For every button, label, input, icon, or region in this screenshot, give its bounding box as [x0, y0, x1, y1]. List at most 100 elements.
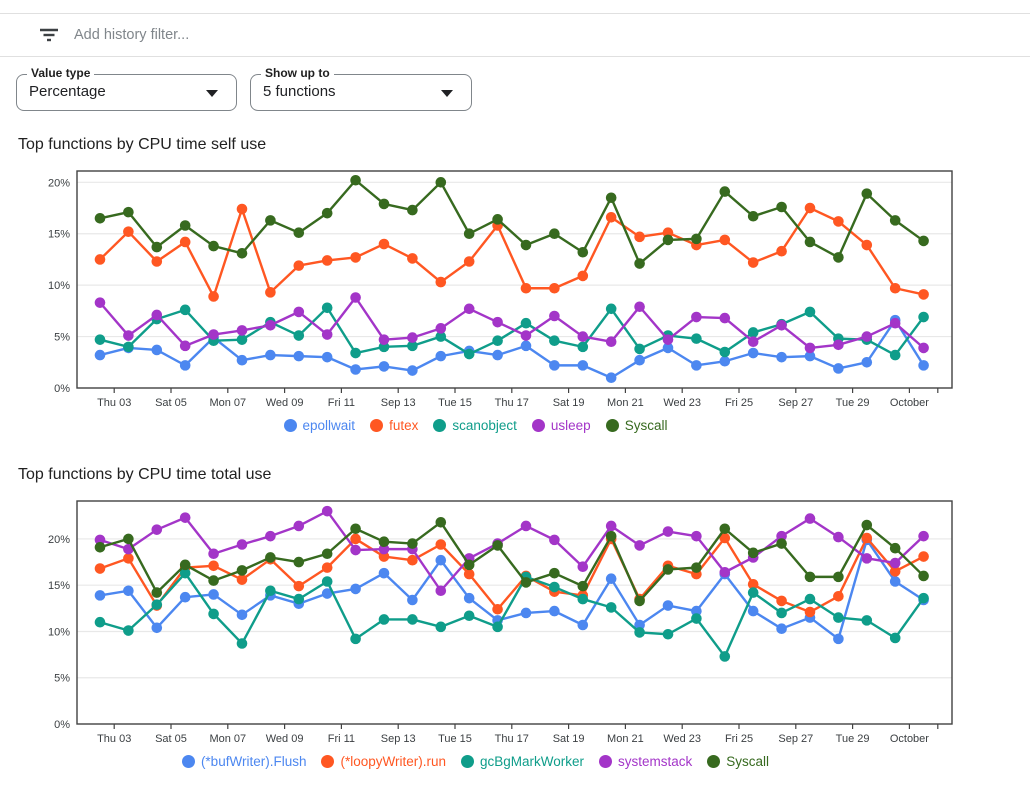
data-point[interactable] — [719, 566, 731, 578]
data-point[interactable] — [236, 354, 248, 366]
data-point[interactable] — [350, 544, 361, 556]
data-point[interactable] — [747, 587, 759, 598]
data-point[interactable] — [236, 574, 248, 585]
data-point[interactable] — [435, 539, 447, 550]
data-point[interactable] — [833, 591, 844, 602]
data-point[interactable] — [776, 530, 787, 542]
data-point[interactable] — [833, 633, 844, 645]
data-point[interactable] — [804, 571, 816, 583]
show-up-to-select[interactable]: Show up to 5 functions — [250, 66, 472, 111]
data-point[interactable] — [151, 256, 163, 267]
data-point[interactable] — [776, 245, 787, 257]
data-point[interactable] — [520, 340, 532, 352]
data-point[interactable] — [861, 356, 873, 368]
data-point[interactable] — [293, 260, 305, 271]
data-point[interactable] — [435, 516, 447, 528]
data-point[interactable] — [861, 553, 873, 564]
data-point[interactable] — [577, 246, 589, 258]
data-point[interactable] — [123, 585, 134, 597]
data-point[interactable] — [350, 292, 361, 303]
data-point[interactable] — [918, 592, 929, 604]
data-point[interactable] — [179, 340, 191, 352]
data-point[interactable] — [691, 233, 702, 245]
data-point[interactable] — [520, 239, 532, 251]
data-point[interactable] — [719, 532, 731, 544]
data-point[interactable] — [151, 622, 163, 634]
data-point[interactable] — [265, 585, 276, 597]
data-point[interactable] — [549, 534, 560, 546]
data-point[interactable] — [577, 580, 589, 592]
data-point[interactable] — [605, 602, 617, 613]
data-point[interactable] — [321, 505, 333, 517]
data-point[interactable] — [151, 309, 163, 321]
data-point[interactable] — [492, 316, 503, 328]
data-point[interactable] — [804, 306, 816, 318]
data-point[interactable] — [691, 613, 702, 624]
data-point[interactable] — [293, 330, 305, 341]
data-point[interactable] — [549, 567, 560, 579]
data-point[interactable] — [236, 203, 248, 215]
data-point[interactable] — [747, 327, 759, 338]
data-point[interactable] — [179, 304, 191, 316]
data-point[interactable] — [350, 364, 361, 375]
data-point[interactable] — [179, 236, 191, 248]
data-point[interactable] — [549, 605, 560, 617]
data-point[interactable] — [918, 235, 929, 247]
data-point[interactable] — [889, 632, 901, 644]
data-point[interactable] — [918, 551, 929, 562]
data-point[interactable] — [634, 301, 645, 313]
data-point[interactable] — [691, 333, 702, 344]
data-point[interactable] — [889, 576, 901, 587]
data-point[interactable] — [549, 335, 560, 346]
data-point[interactable] — [861, 239, 873, 251]
data-point[interactable] — [605, 303, 617, 315]
data-point[interactable] — [293, 520, 305, 532]
data-point[interactable] — [662, 334, 674, 345]
data-point[interactable] — [463, 568, 475, 580]
data-point[interactable] — [747, 257, 759, 268]
data-point[interactable] — [577, 341, 589, 353]
data-point[interactable] — [662, 564, 674, 575]
data-point[interactable] — [151, 599, 163, 610]
data-point[interactable] — [350, 347, 361, 359]
data-point[interactable] — [776, 607, 787, 619]
data-point[interactable] — [236, 334, 248, 345]
data-point[interactable] — [549, 228, 560, 240]
data-point[interactable] — [151, 524, 163, 535]
data-point[interactable] — [719, 651, 731, 662]
data-point[interactable] — [265, 552, 276, 563]
data-point[interactable] — [321, 329, 333, 340]
data-point[interactable] — [747, 547, 759, 559]
data-point[interactable] — [378, 334, 390, 345]
data-point[interactable] — [208, 575, 219, 586]
data-point[interactable] — [123, 341, 134, 353]
data-point[interactable] — [719, 186, 731, 197]
data-point[interactable] — [463, 348, 475, 360]
data-point[interactable] — [577, 619, 589, 631]
data-point[interactable] — [94, 590, 106, 601]
data-point[interactable] — [321, 207, 333, 219]
data-point[interactable] — [265, 530, 276, 542]
data-point[interactable] — [208, 240, 219, 252]
data-point[interactable] — [123, 533, 134, 545]
data-point[interactable] — [889, 542, 901, 554]
data-point[interactable] — [776, 201, 787, 213]
data-point[interactable] — [350, 174, 361, 186]
data-point[interactable] — [776, 623, 787, 634]
data-point[interactable] — [889, 317, 901, 329]
data-point[interactable] — [151, 587, 163, 598]
data-point[interactable] — [463, 610, 475, 622]
data-point[interactable] — [321, 588, 333, 599]
data-point[interactable] — [918, 360, 929, 371]
data-point[interactable] — [492, 349, 503, 361]
data-point[interactable] — [605, 530, 617, 542]
data-point[interactable] — [407, 365, 418, 376]
data-point[interactable] — [208, 548, 219, 560]
data-point[interactable] — [549, 581, 560, 593]
value-type-select[interactable]: Value type Percentage — [16, 66, 237, 111]
data-point[interactable] — [691, 311, 702, 323]
data-point[interactable] — [378, 238, 390, 250]
data-point[interactable] — [94, 349, 106, 361]
data-point[interactable] — [94, 563, 106, 574]
data-point[interactable] — [378, 551, 390, 562]
